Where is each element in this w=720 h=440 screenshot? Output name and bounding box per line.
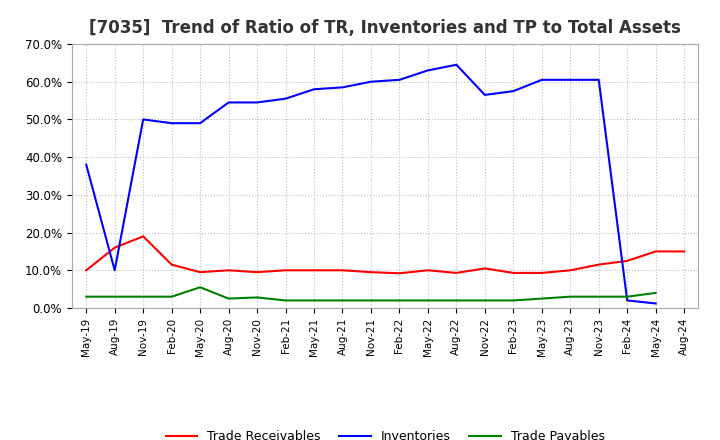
Inventories [623,298,631,303]
Trade Payables [82,294,91,299]
Trade Payables [253,295,261,300]
Inventories [395,77,404,82]
Trade Payables [196,285,204,290]
Trade Receivables [225,268,233,273]
Inventories [253,100,261,105]
Inventories [110,268,119,273]
Trade Receivables [595,262,603,267]
Inventories [423,68,432,73]
Inventories [282,96,290,101]
Trade Payables [282,298,290,303]
Inventories [366,79,375,84]
Inventories [82,162,91,167]
Trade Receivables [139,234,148,239]
Trade Receivables [652,249,660,254]
Inventories [652,301,660,306]
Inventories [480,92,489,98]
Trade Payables [423,298,432,303]
Trade Payables [338,298,347,303]
Trade Receivables [82,268,91,273]
Trade Payables [167,294,176,299]
Trade Payables [566,294,575,299]
Trade Payables [366,298,375,303]
Inventories [139,117,148,122]
Trade Receivables [282,268,290,273]
Trade Receivables [395,271,404,276]
Trade Receivables [310,268,318,273]
Trade Payables [395,298,404,303]
Title: [7035]  Trend of Ratio of TR, Inventories and TP to Total Assets: [7035] Trend of Ratio of TR, Inventories… [89,19,681,37]
Trade Receivables [366,270,375,275]
Inventories [537,77,546,82]
Trade Receivables [452,270,461,275]
Inventories [196,121,204,126]
Trade Payables [595,294,603,299]
Trade Receivables [338,268,347,273]
Line: Inventories: Inventories [86,65,656,304]
Trade Receivables [566,268,575,273]
Trade Receivables [253,270,261,275]
Inventories [310,87,318,92]
Trade Payables [110,294,119,299]
Trade Receivables [623,258,631,264]
Line: Trade Payables: Trade Payables [86,287,656,301]
Trade Payables [509,298,518,303]
Trade Receivables [680,249,688,254]
Trade Payables [225,296,233,301]
Trade Payables [310,298,318,303]
Trade Receivables [423,268,432,273]
Inventories [595,77,603,82]
Inventories [225,100,233,105]
Trade Payables [452,298,461,303]
Inventories [338,85,347,90]
Trade Receivables [537,270,546,275]
Trade Receivables [480,266,489,271]
Trade Receivables [196,270,204,275]
Trade Payables [480,298,489,303]
Legend: Trade Receivables, Inventories, Trade Payables: Trade Receivables, Inventories, Trade Pa… [161,425,610,440]
Trade Receivables [110,245,119,250]
Inventories [452,62,461,67]
Inventories [509,88,518,94]
Inventories [167,121,176,126]
Trade Receivables [509,270,518,275]
Line: Trade Receivables: Trade Receivables [86,236,684,273]
Trade Payables [623,294,631,299]
Trade Payables [652,290,660,296]
Trade Payables [537,296,546,301]
Trade Payables [139,294,148,299]
Trade Receivables [167,262,176,267]
Inventories [566,77,575,82]
